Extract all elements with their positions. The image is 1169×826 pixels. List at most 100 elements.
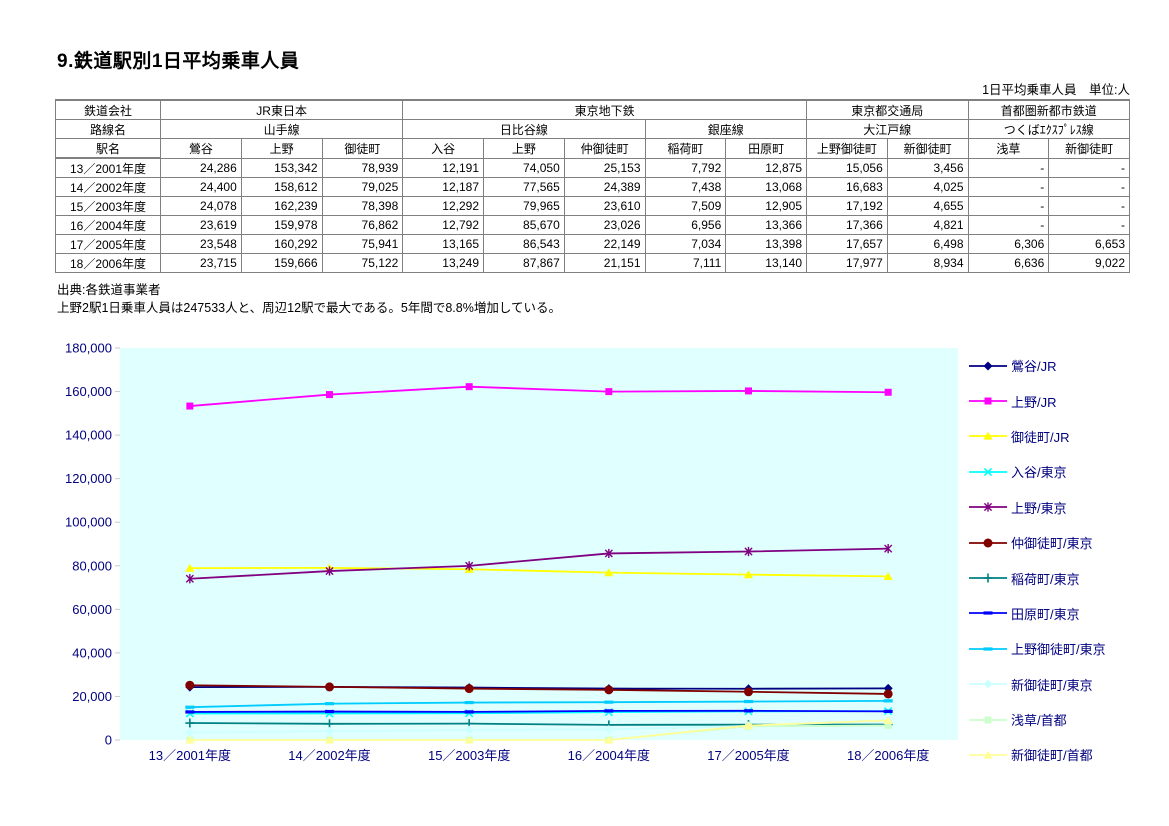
series-point xyxy=(325,702,334,706)
legend-label: 上野御徒町/東京 xyxy=(1011,642,1106,658)
header-company: 東京都交通局 xyxy=(806,99,969,120)
series-point xyxy=(465,383,473,391)
table-cell: 74,050 xyxy=(483,157,565,178)
marker-triangle xyxy=(464,735,474,744)
legend-marker-icon xyxy=(969,361,1007,371)
table-cell: 4,655 xyxy=(886,196,969,216)
table-cell: 76,862 xyxy=(321,215,404,235)
legend-marker-icon xyxy=(969,397,1007,405)
table-cell: 75,941 xyxy=(321,234,404,254)
table-cell: 6,653 xyxy=(1048,234,1130,254)
marker-dash xyxy=(464,700,474,705)
y-axis-label: 40,000 xyxy=(72,645,112,660)
legend-marker-icon xyxy=(969,467,1007,477)
table-cell: 13,165 xyxy=(402,234,484,254)
table-cell: 159,666 xyxy=(240,253,323,273)
table-cell: 12,292 xyxy=(402,196,484,216)
legend-item: 仲御徒町/東京 xyxy=(968,525,1168,560)
marker-dash xyxy=(185,710,195,714)
marker-diamond xyxy=(983,679,993,689)
series-point xyxy=(883,699,893,703)
y-axis-label: 140,000 xyxy=(65,428,112,443)
legend-marker-icon xyxy=(969,647,1007,651)
marker-dash xyxy=(983,647,993,651)
table-cell: 6,306 xyxy=(967,234,1050,254)
marker-triangle xyxy=(185,735,195,744)
series-point xyxy=(744,687,753,697)
table-cell: 7,438 xyxy=(644,177,727,197)
marker-dash xyxy=(325,709,334,714)
table-cell: 7,034 xyxy=(644,234,727,254)
series-point xyxy=(744,546,753,557)
marker-triangle xyxy=(324,735,335,744)
table-cell: 79,965 xyxy=(483,196,565,216)
marker-square xyxy=(326,391,333,399)
series-line xyxy=(189,684,889,695)
table-cell: 13,398 xyxy=(725,234,807,254)
series-point xyxy=(883,572,893,581)
header-line: つくばｴｸｽﾌﾟﾚｽ線 xyxy=(967,119,1130,139)
x-axis-label: 18／2006年度 xyxy=(847,748,929,763)
series-line xyxy=(189,567,889,578)
table-cell: 87,867 xyxy=(483,253,565,273)
table-cell: 78,939 xyxy=(321,157,404,178)
table-cell: 85,670 xyxy=(483,215,565,235)
legend-item: 御徒町/JR xyxy=(968,419,1168,454)
legend-label: 浅草/首都 xyxy=(1011,713,1067,729)
table-cell: 23,026 xyxy=(563,215,646,235)
legend-marker-icon xyxy=(969,573,1007,583)
table-cell: 13,140 xyxy=(725,253,807,273)
marker-triangle xyxy=(883,716,893,724)
table-cell: - xyxy=(1048,215,1130,235)
table-cell: 4,025 xyxy=(886,177,969,197)
table-cell: 24,078 xyxy=(160,196,242,216)
table-cell: 6,956 xyxy=(644,215,727,235)
marker-asterisk xyxy=(325,566,334,576)
header-line: 日比谷線 xyxy=(402,119,646,139)
table-cell: - xyxy=(967,177,1050,197)
marker-square xyxy=(884,722,892,730)
series-point xyxy=(884,388,892,396)
table-cell: 158,612 xyxy=(240,177,323,197)
header-station: 新御徒町 xyxy=(1048,138,1130,159)
marker-circle xyxy=(744,687,753,697)
marker-circle xyxy=(464,684,474,694)
series-point xyxy=(604,548,613,559)
table-cell: 9,022 xyxy=(1048,253,1130,273)
marker-square xyxy=(884,388,892,396)
marker-plus xyxy=(983,573,993,583)
table-cell: 77,565 xyxy=(483,177,565,197)
marker-triangle xyxy=(604,735,614,744)
series-point xyxy=(464,710,474,714)
table-cell: 17,366 xyxy=(806,215,888,235)
table-cell: 162,239 xyxy=(240,196,323,216)
series-point xyxy=(884,544,893,554)
series-point xyxy=(185,705,195,709)
header-company: JR東日本 xyxy=(159,99,404,120)
series-point xyxy=(185,735,195,744)
table-cell: 12,905 xyxy=(725,196,807,216)
legend-item: 稲荷町/東京 xyxy=(968,560,1168,595)
table-cell: 13,366 xyxy=(725,215,807,235)
table-cell: 79,025 xyxy=(321,177,404,197)
series-point xyxy=(325,726,334,736)
marker-dash xyxy=(185,705,195,709)
marker-square xyxy=(186,402,194,410)
series-point xyxy=(185,718,195,728)
legend-marker-icon xyxy=(969,611,1007,616)
marker-triangle xyxy=(604,568,614,577)
legend-label: 新御徒町/首都 xyxy=(1011,748,1093,764)
table-cell: 16,683 xyxy=(806,177,888,197)
table-row: 18／2006年度 23,715 159,666 75,122 13,249 87,867… xyxy=(55,253,1130,273)
marker-diamond xyxy=(325,726,334,736)
marker-asterisk xyxy=(604,548,613,559)
table-cell: 17,977 xyxy=(806,253,888,273)
marker-diamond xyxy=(604,725,614,735)
table-cell: - xyxy=(967,215,1050,235)
marker-triangle xyxy=(983,432,993,441)
row-year-label: 13／2001年度 xyxy=(55,157,161,178)
marker-dash xyxy=(883,709,893,713)
header-station: 稲荷町 xyxy=(644,138,727,159)
table-cell: 3,456 xyxy=(886,157,969,178)
x-axis-label: 15／2003年度 xyxy=(428,748,510,763)
